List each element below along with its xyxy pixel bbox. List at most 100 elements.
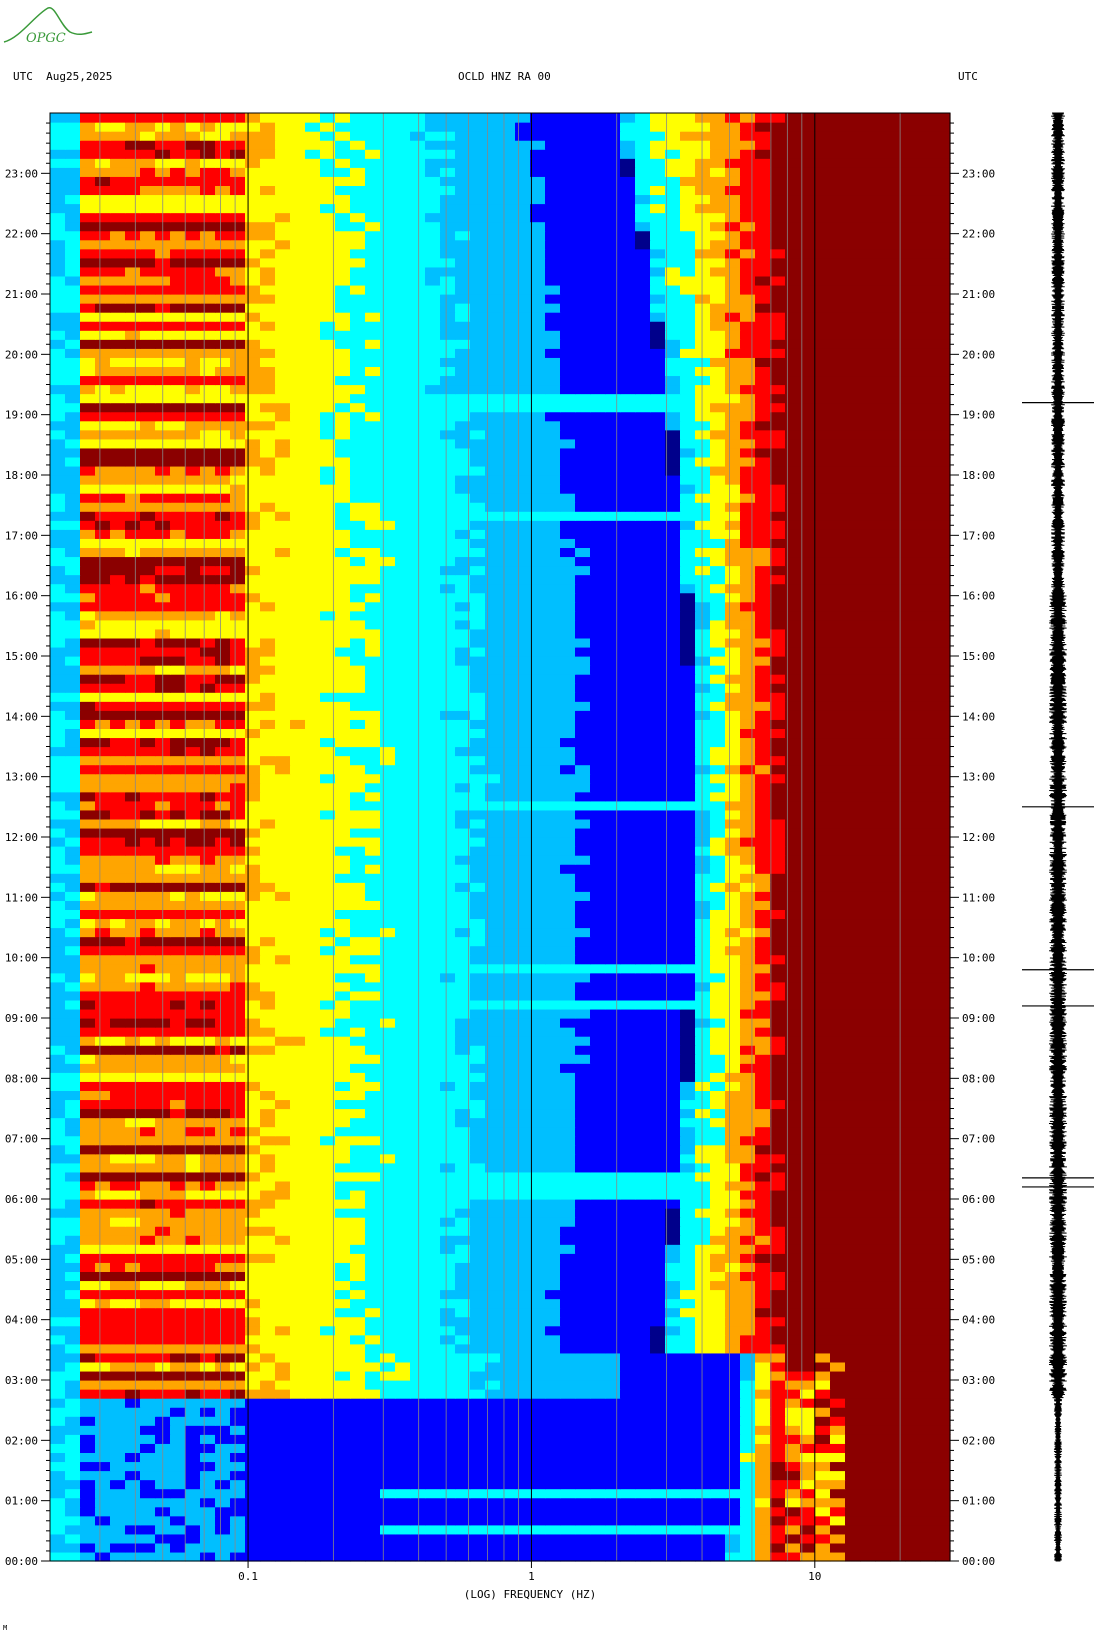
heatmap-cell bbox=[890, 1271, 906, 1282]
heatmap-cell bbox=[680, 1235, 696, 1245]
heatmap-cell bbox=[455, 1515, 471, 1526]
heatmap-cell bbox=[275, 1416, 291, 1426]
heatmap-cell bbox=[905, 873, 921, 883]
heatmap-cell bbox=[215, 1452, 231, 1463]
heatmap-cell bbox=[350, 990, 366, 1001]
heatmap-cell bbox=[305, 1081, 321, 1091]
heatmap-cell bbox=[65, 1289, 81, 1300]
heatmap-cell bbox=[905, 1271, 921, 1282]
heatmap-cell bbox=[815, 1416, 831, 1426]
heatmap-cell bbox=[830, 1370, 846, 1381]
heatmap-cell bbox=[305, 1352, 321, 1363]
heatmap-cell bbox=[890, 1407, 906, 1417]
heatmap-cell bbox=[305, 1162, 321, 1173]
heatmap-cell bbox=[50, 1398, 66, 1408]
heatmap-cell bbox=[515, 1171, 531, 1182]
heatmap-cell bbox=[65, 1171, 81, 1182]
heatmap-cell bbox=[905, 981, 921, 992]
heatmap-cell bbox=[230, 1081, 246, 1091]
heatmap-cell bbox=[425, 1470, 441, 1481]
heatmap-cell bbox=[485, 1135, 501, 1146]
heatmap-cell bbox=[575, 1054, 591, 1064]
heatmap-cell bbox=[275, 990, 291, 1001]
heatmap-cell bbox=[830, 1343, 846, 1354]
heatmap-cell bbox=[260, 846, 276, 856]
heatmap-cell bbox=[350, 1135, 366, 1146]
heatmap-cell bbox=[200, 1343, 216, 1354]
heatmap-cell bbox=[740, 945, 756, 956]
heatmap-cell bbox=[215, 1524, 231, 1535]
heatmap-cell bbox=[65, 1045, 81, 1055]
heatmap-cell bbox=[800, 1117, 816, 1128]
heatmap-cell bbox=[95, 1307, 111, 1318]
heatmap-cell bbox=[920, 972, 936, 983]
heatmap-cell bbox=[320, 999, 336, 1010]
heatmap-cell bbox=[605, 1370, 621, 1381]
heatmap-cell bbox=[575, 1488, 591, 1499]
heatmap-cell bbox=[620, 1262, 636, 1272]
heatmap-cell bbox=[410, 1416, 426, 1426]
heatmap-cell bbox=[305, 1054, 321, 1064]
heatmap-cell bbox=[680, 1479, 696, 1490]
heatmap-cell bbox=[260, 1271, 276, 1282]
heatmap-cell bbox=[275, 1334, 291, 1345]
heatmap-cell bbox=[80, 1479, 96, 1490]
heatmap-cell bbox=[260, 1380, 276, 1390]
heatmap-cell bbox=[110, 1389, 126, 1399]
heatmap-cell bbox=[590, 1479, 606, 1490]
heatmap-cell bbox=[695, 981, 711, 992]
heatmap-cell bbox=[905, 1199, 921, 1209]
heatmap-cell bbox=[650, 1416, 666, 1426]
heatmap-cell bbox=[665, 1361, 681, 1372]
heatmap-cell bbox=[305, 1298, 321, 1309]
heatmap-cell bbox=[215, 1307, 231, 1318]
heatmap-cell bbox=[635, 981, 651, 992]
heatmap-cell bbox=[530, 1099, 546, 1110]
heatmap-cell bbox=[380, 1334, 396, 1345]
heatmap-cell bbox=[440, 1063, 456, 1073]
heatmap-cell bbox=[215, 1189, 231, 1200]
heatmap-cell bbox=[95, 864, 111, 874]
heatmap-cell bbox=[905, 1352, 921, 1363]
heatmap-cell bbox=[305, 981, 321, 992]
heatmap-cell bbox=[95, 1515, 111, 1526]
heatmap-cell bbox=[95, 1343, 111, 1354]
heatmap-cell bbox=[725, 882, 741, 892]
heatmap-cell bbox=[455, 1343, 471, 1354]
heatmap-cell bbox=[110, 1199, 126, 1209]
heatmap-cell bbox=[665, 1208, 681, 1218]
heatmap-cell bbox=[185, 1533, 201, 1544]
heatmap-cell bbox=[470, 1217, 486, 1227]
heatmap-cell bbox=[650, 1208, 666, 1218]
heatmap-cell bbox=[515, 1099, 531, 1110]
heatmap-cell bbox=[500, 827, 516, 838]
heatmap-cell bbox=[770, 1226, 786, 1236]
heatmap-cell bbox=[50, 918, 66, 929]
heatmap-cell bbox=[470, 954, 486, 965]
heatmap-cell bbox=[350, 1497, 366, 1508]
heatmap-cell bbox=[695, 1488, 711, 1499]
heatmap-cell bbox=[575, 999, 591, 1010]
heatmap-cell bbox=[650, 1280, 666, 1291]
heatmap-cell bbox=[815, 1506, 831, 1517]
heatmap-cell bbox=[170, 1027, 186, 1037]
heatmap-cell bbox=[395, 1533, 411, 1544]
heatmap-cell bbox=[875, 1199, 891, 1209]
heatmap-cell bbox=[830, 1135, 846, 1146]
heatmap-cell bbox=[635, 1244, 651, 1254]
heatmap-cell bbox=[770, 900, 786, 910]
heatmap-cell bbox=[800, 1126, 816, 1137]
heatmap-cell bbox=[695, 1407, 711, 1417]
heatmap-cell bbox=[350, 809, 366, 820]
heatmap-cell bbox=[935, 1244, 951, 1254]
heatmap-cell bbox=[650, 1515, 666, 1526]
heatmap-cell bbox=[395, 1144, 411, 1155]
heatmap-cell bbox=[635, 1398, 651, 1408]
heatmap-cell bbox=[320, 837, 336, 847]
heatmap-cell bbox=[140, 1506, 156, 1517]
heatmap-cell bbox=[110, 1018, 126, 1028]
heatmap-cell bbox=[245, 818, 261, 829]
heatmap-cell bbox=[470, 1352, 486, 1363]
heatmap-cell bbox=[335, 1524, 351, 1535]
heatmap-cell bbox=[455, 1253, 471, 1263]
